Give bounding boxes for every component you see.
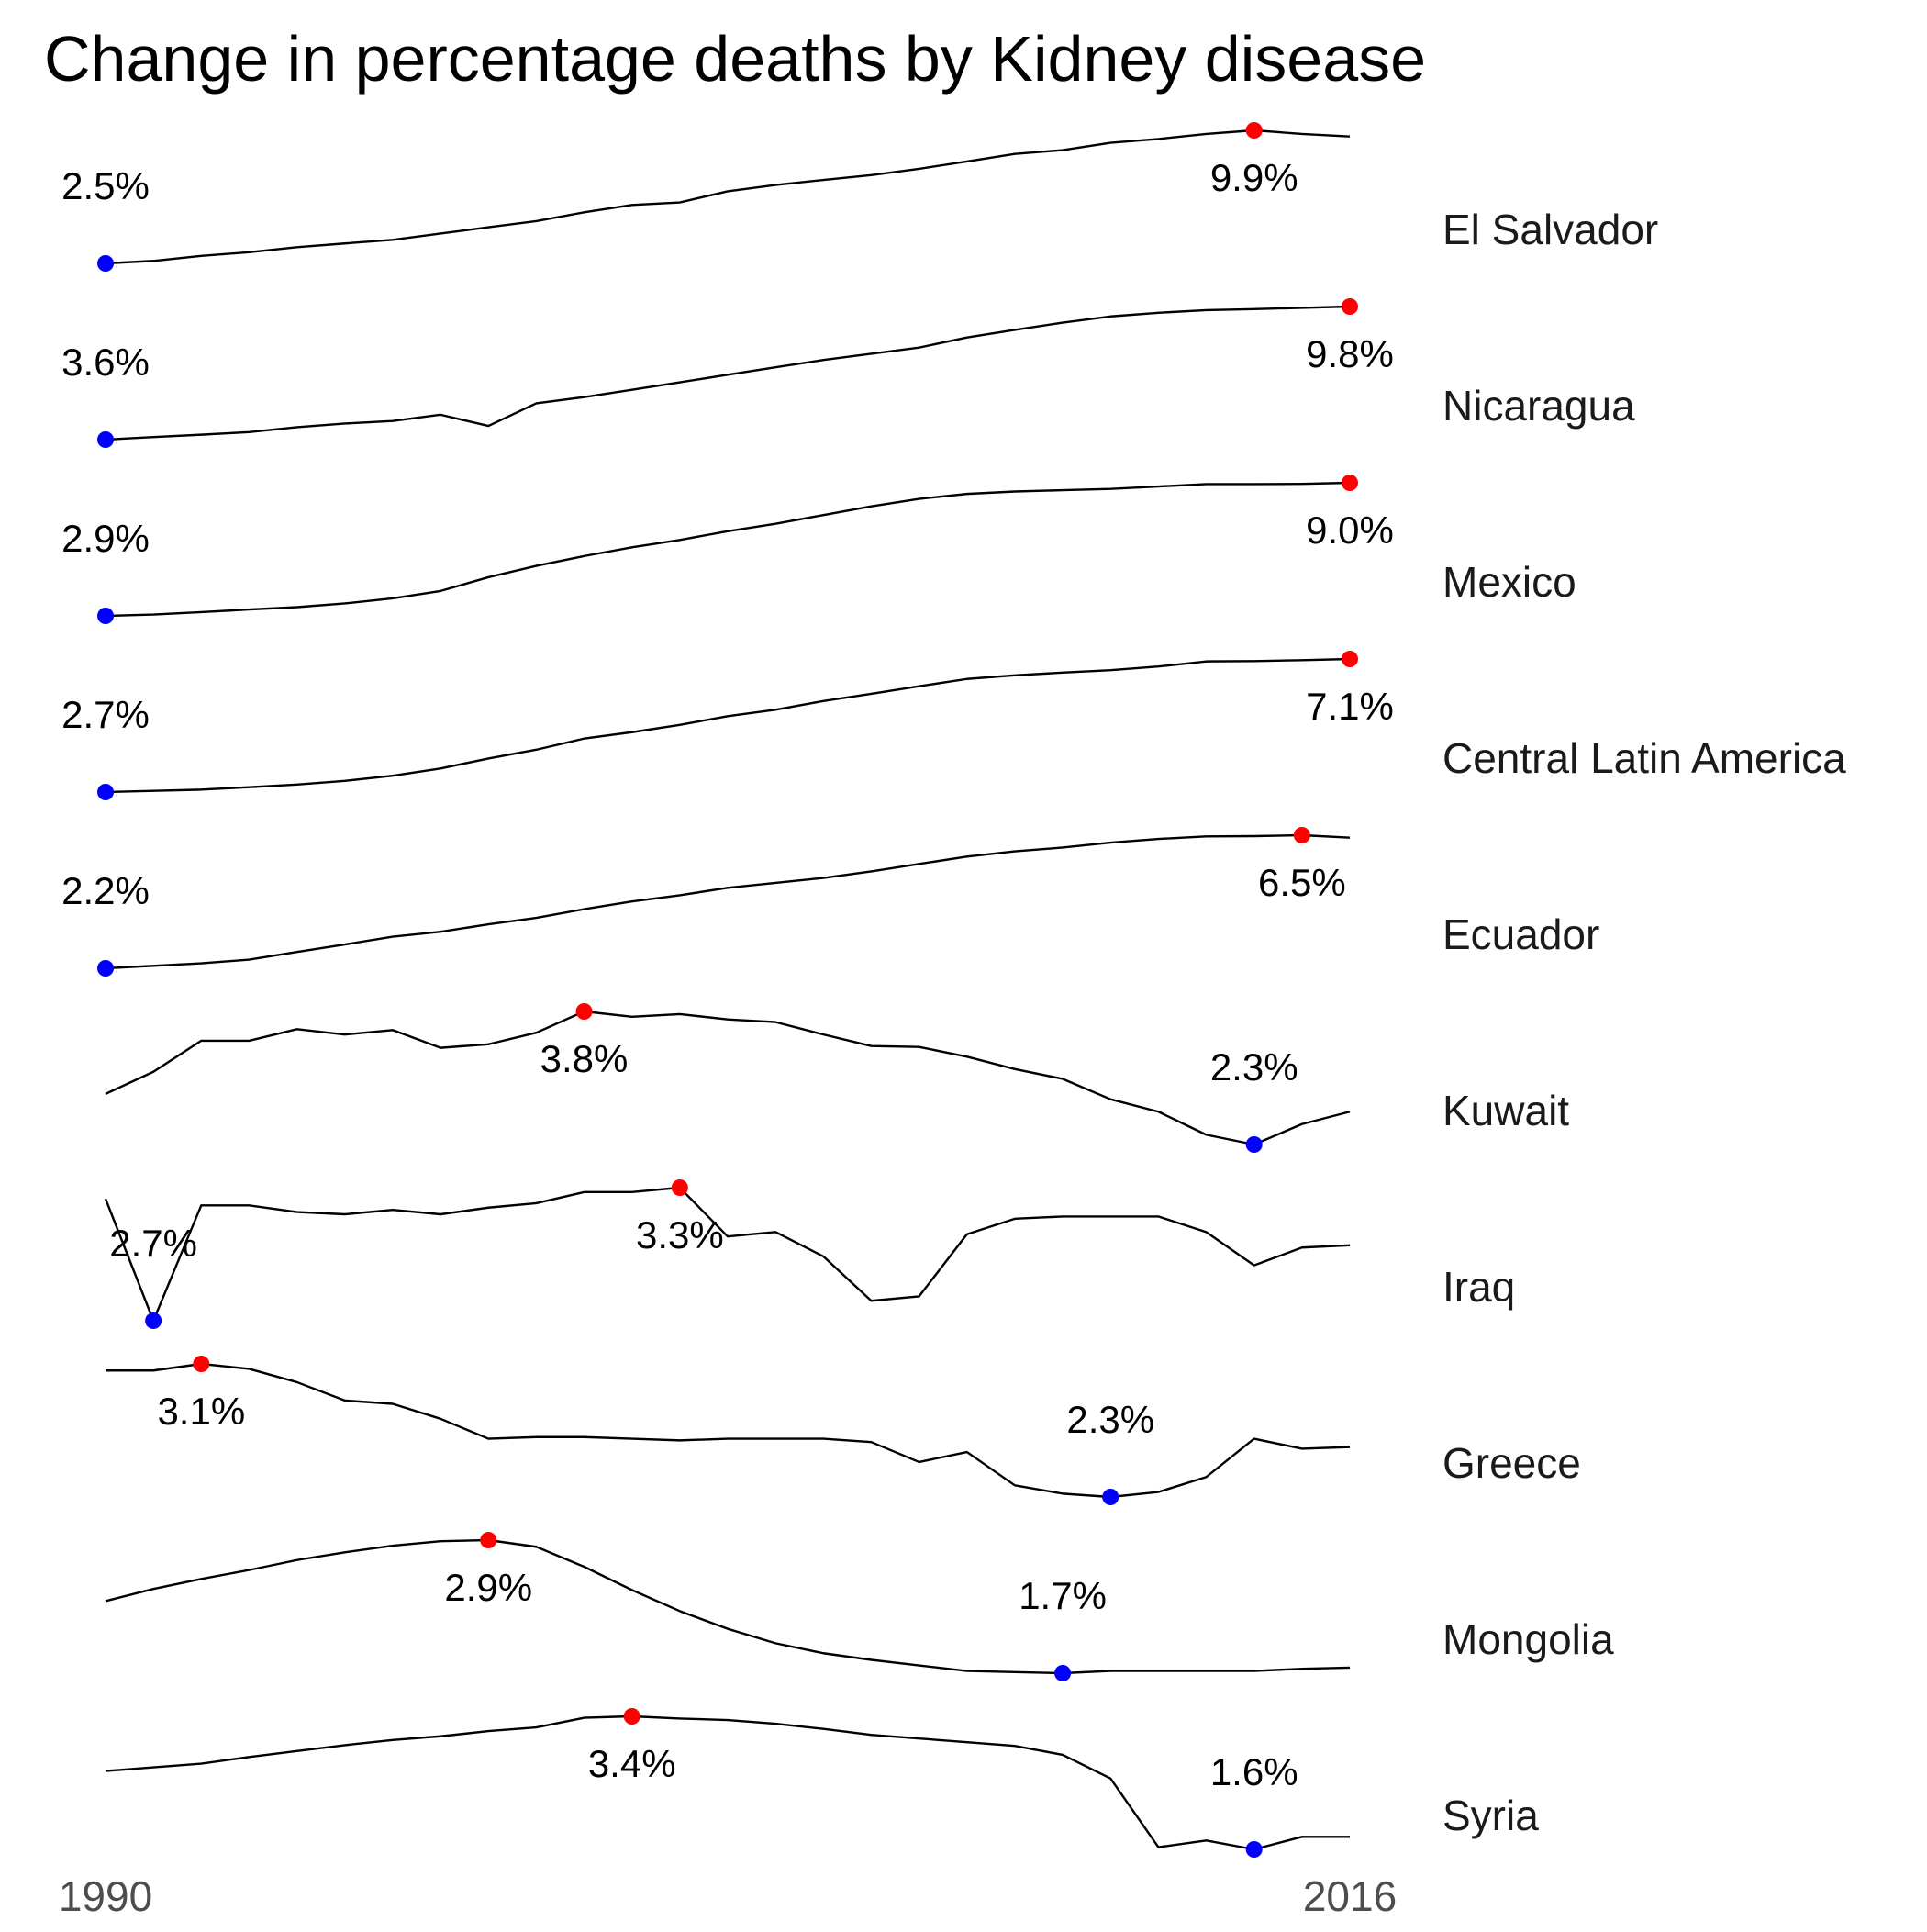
sparkline — [105, 1538, 1351, 1675]
series-name: Mexico — [1442, 558, 1576, 606]
value-label: 9.0% — [1306, 508, 1394, 552]
max-point — [1245, 122, 1263, 139]
chart-title: Change in percentage deaths by Kidney di… — [44, 23, 1426, 95]
sparkline — [105, 481, 1351, 618]
value-label: 9.9% — [1210, 156, 1298, 199]
min-point — [97, 960, 114, 977]
value-label: 7.1% — [1306, 685, 1394, 728]
series-name: Syria — [1442, 1792, 1539, 1839]
value-label: 2.9% — [61, 517, 150, 560]
value-label: 2.5% — [61, 164, 150, 207]
value-label: 3.3% — [636, 1213, 724, 1256]
min-point — [1054, 1665, 1072, 1681]
series-name: Ecuador — [1442, 910, 1599, 958]
min-point — [97, 608, 114, 624]
min-point — [145, 1312, 162, 1329]
value-label: 1.7% — [1019, 1574, 1107, 1617]
max-point — [575, 1003, 593, 1020]
value-label: 3.4% — [588, 1742, 676, 1785]
min-point — [97, 784, 114, 800]
value-label: 1.6% — [1210, 1750, 1298, 1793]
value-label: 2.3% — [1210, 1045, 1298, 1089]
max-point — [1342, 298, 1358, 315]
sparkline — [105, 1010, 1351, 1146]
series-name: El Salvador — [1442, 206, 1658, 253]
sparkline — [105, 1714, 1350, 1851]
value-label: 2.3% — [1066, 1398, 1154, 1441]
series-name: Greece — [1442, 1439, 1581, 1487]
min-point — [1245, 1841, 1263, 1858]
series-name: Mongolia — [1442, 1615, 1614, 1663]
value-label: 2.7% — [61, 693, 150, 736]
value-label: 2.7% — [109, 1222, 197, 1265]
sparkline — [106, 1362, 1351, 1499]
sparkline — [105, 833, 1351, 970]
min-point — [1245, 1136, 1263, 1153]
series-name: Kuwait — [1442, 1087, 1569, 1134]
max-point — [623, 1708, 640, 1725]
value-label: 2.9% — [444, 1566, 532, 1609]
x-tick-label: 1990 — [59, 1872, 152, 1920]
series-name: Central Latin America — [1442, 734, 1846, 782]
max-point — [1342, 651, 1358, 667]
sparkline — [104, 1186, 1351, 1323]
x-tick-label: 2016 — [1303, 1872, 1397, 1920]
value-label: 3.8% — [540, 1037, 629, 1080]
min-point — [97, 431, 114, 448]
value-label: 2.2% — [61, 869, 150, 912]
sparkline — [105, 657, 1351, 794]
value-label: 6.5% — [1258, 861, 1346, 904]
sparkline — [105, 128, 1351, 265]
value-label: 3.6% — [61, 341, 150, 384]
value-label: 3.1% — [157, 1390, 245, 1433]
max-point — [1342, 475, 1358, 491]
max-point — [1293, 827, 1310, 843]
series-name: Iraq — [1442, 1263, 1515, 1311]
min-point — [1102, 1489, 1119, 1505]
max-point — [193, 1356, 210, 1372]
value-label: 9.8% — [1306, 332, 1394, 375]
max-point — [480, 1532, 497, 1548]
max-point — [671, 1179, 688, 1196]
sparkline — [105, 305, 1351, 441]
series-name: Nicaragua — [1442, 382, 1635, 430]
min-point — [97, 255, 114, 272]
